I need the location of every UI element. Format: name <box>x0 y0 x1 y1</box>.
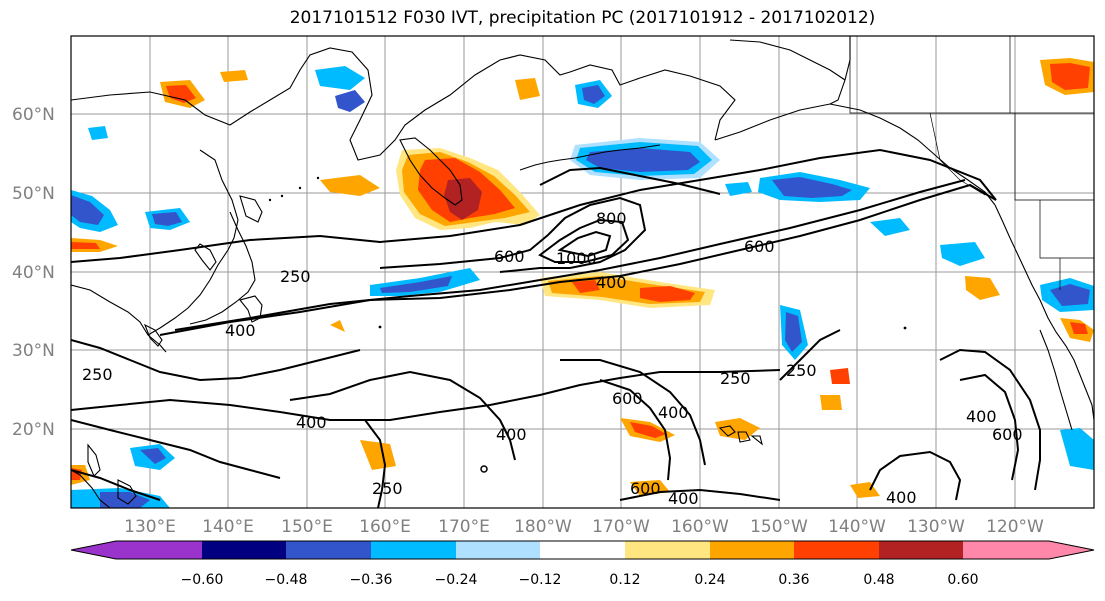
lat-label: 30°N <box>12 341 55 361</box>
colorbar-tick-label: 0.60 <box>947 572 978 588</box>
colorbar-segment <box>116 541 202 559</box>
colorbar-segment <box>879 541 963 559</box>
lat-label: 60°N <box>12 105 55 125</box>
lon-label: 160°W <box>671 517 729 537</box>
lon-label: 180°W <box>514 517 572 537</box>
lon-label: 130°W <box>907 517 965 537</box>
graticule <box>71 36 1094 508</box>
contour-label: 250 <box>786 361 817 380</box>
colorbar-tick-label: 0.48 <box>863 572 894 588</box>
contour-label: 250 <box>280 267 311 286</box>
colorbar-segment <box>540 541 625 559</box>
colorbar-segment <box>456 541 540 559</box>
colorbar-segment <box>202 541 286 559</box>
colorbar-tick-label: 0.36 <box>778 572 809 588</box>
contour-label: 600 <box>612 389 643 408</box>
lat-label: 40°N <box>12 263 55 283</box>
contour-label: 400 <box>596 273 627 292</box>
contour-label: 400 <box>668 489 699 508</box>
contour-label: 400 <box>296 413 327 432</box>
contour-label: 1000 <box>556 249 597 268</box>
lat-label: 20°N <box>12 420 55 440</box>
colorbar-tick-label: −0.60 <box>181 572 224 588</box>
contour-label: 800 <box>596 209 627 228</box>
lon-label: 150°W <box>750 517 808 537</box>
lon-label: 160°E <box>359 517 411 537</box>
colorbar-segment <box>371 541 456 559</box>
contour-label: 400 <box>496 425 527 444</box>
lon-label: 170°E <box>438 517 490 537</box>
colorbar-segment <box>625 541 710 559</box>
contour-label: 400 <box>658 403 689 422</box>
contour-label: 600 <box>494 247 525 266</box>
borders <box>849 36 1094 290</box>
colorbar-segment <box>794 541 879 559</box>
contour-label: 250 <box>720 369 751 388</box>
colorbar-segment <box>963 541 1049 559</box>
contour-label: 600 <box>630 479 661 498</box>
contour-label: 400 <box>225 321 256 340</box>
colorbar-tick-label: 0.12 <box>609 572 640 588</box>
contour-label: 400 <box>966 407 997 426</box>
colorbar-extend-low <box>71 541 116 559</box>
colorbar-tick-label: −0.12 <box>519 572 562 588</box>
longitude-labels: 130°E 140°E 150°E 160°E 170°E 180°W 170°… <box>124 517 1044 537</box>
latitude-labels: 60°N 50°N 40°N 30°N 20°N <box>12 105 55 440</box>
ivt-contours <box>71 148 1041 508</box>
colorbar-segment <box>710 541 794 559</box>
colorbar: −0.60 −0.48 −0.36 −0.24 −0.12 0.12 0.24 … <box>70 540 1095 588</box>
lon-label: 120°W <box>986 517 1044 537</box>
colorbar-tick-label: −0.48 <box>265 572 308 588</box>
contour-label: 400 <box>886 488 917 507</box>
colorbar-tick-label: 0.24 <box>694 572 725 588</box>
lon-label: 150°E <box>281 517 333 537</box>
contour-label: 600 <box>744 237 775 256</box>
lon-label: 170°W <box>592 517 650 537</box>
lon-label: 130°E <box>124 517 176 537</box>
map-frame <box>70 35 1095 509</box>
lon-label: 140°E <box>202 517 254 537</box>
colorbar-tick-label: −0.36 <box>350 572 393 588</box>
lon-label: 140°W <box>828 517 886 537</box>
lat-label: 50°N <box>12 184 55 204</box>
colorbar-tick-label: −0.24 <box>435 572 478 588</box>
contour-label: 250 <box>82 365 113 384</box>
precipitation-pc-fill <box>71 58 1094 508</box>
contour-label: 600 <box>992 425 1023 444</box>
contour-label: 250 <box>372 479 403 498</box>
colorbar-extend-high <box>1049 541 1094 559</box>
ivt-contour-labels: 250 250 250 250 250 400 400 400 400 400 … <box>82 209 1023 508</box>
figure-title: 2017101512 F030 IVT, precipitation PC (2… <box>289 8 876 28</box>
colorbar-segment <box>286 541 371 559</box>
